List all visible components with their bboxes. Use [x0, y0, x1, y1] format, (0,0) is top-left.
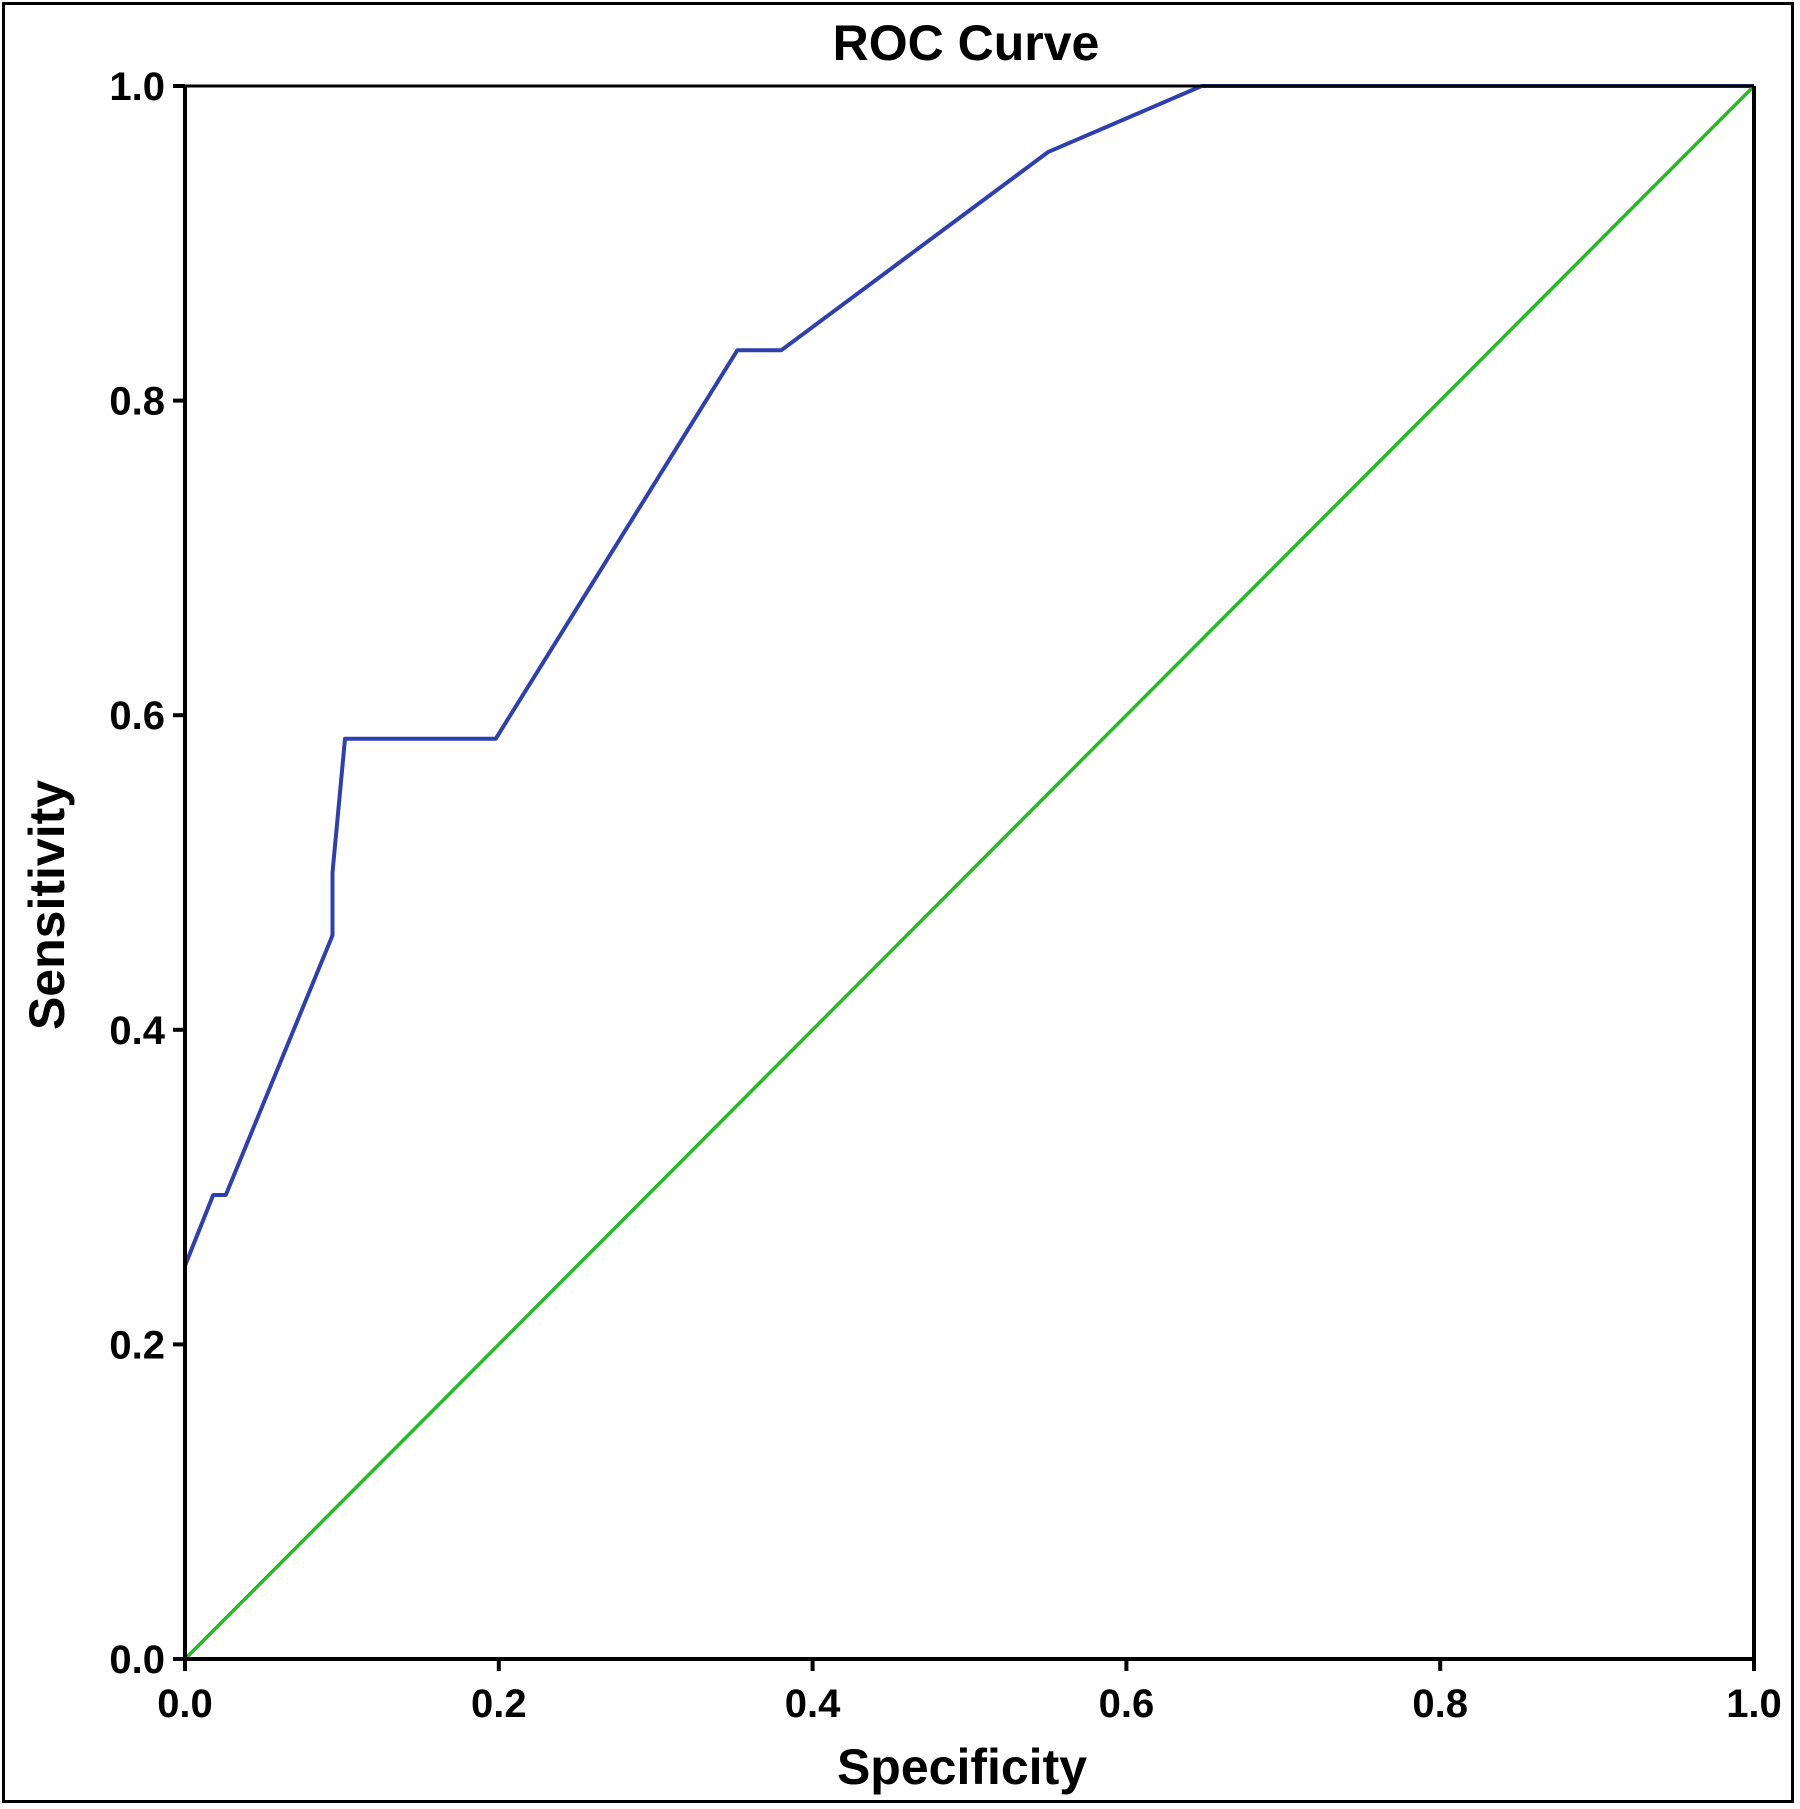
x-tick-label: 0.6: [1099, 1682, 1155, 1726]
y-tick-label: 0.0: [109, 1638, 165, 1682]
roc-curve-line: [183, 84, 1754, 1267]
series-layer: [183, 84, 1756, 1661]
axes-layer: [175, 84, 1756, 1669]
x-tick-label: 0.4: [785, 1682, 841, 1726]
reference-diagonal-line: [183, 84, 1756, 1661]
x-tick-label: 1.0: [1726, 1682, 1782, 1726]
y-axis-label: Sensitivity: [19, 780, 75, 1030]
y-tick-label: 0.8: [109, 380, 165, 424]
x-tick-label: 0.2: [471, 1682, 527, 1726]
y-tick-label: 0.4: [109, 1009, 165, 1053]
chart-title: ROC Curve: [833, 15, 1100, 71]
x-tick-label: 0.8: [1412, 1682, 1468, 1726]
x-tick-label: 0.0: [157, 1682, 213, 1726]
ticks-layer: 0.0 0.2 0.4 0.6 0.8 1.0 0.0 0.2 0.4 0.6 0.8 1.0: [109, 65, 1781, 1726]
y-tick-label: 0.2: [109, 1323, 165, 1367]
y-tick-label: 0.6: [109, 694, 165, 738]
y-tick-label: 1.0: [109, 65, 165, 109]
x-axis-label: Specificity: [837, 1739, 1087, 1795]
